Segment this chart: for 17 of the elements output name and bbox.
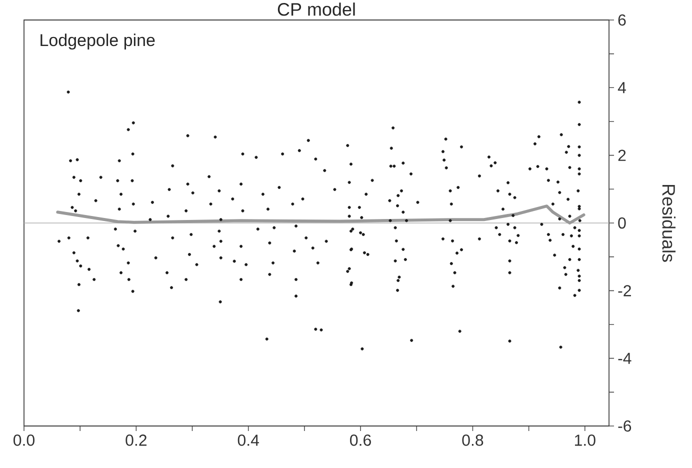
- x-tick-label: 1.0: [574, 434, 596, 446]
- x-tick-label: 0.0: [14, 434, 34, 446]
- y-tick-label: 4: [618, 82, 626, 94]
- line-series: [56, 204, 586, 224]
- y-tick-label: -4: [618, 352, 632, 364]
- y-tick-label: 0: [618, 217, 626, 229]
- y-axis-title: Residuals: [662, 184, 676, 262]
- y-tick-label: 2: [618, 150, 626, 161]
- chart-title: CP model: [278, 2, 355, 16]
- x-tick-label: 0.6: [350, 434, 371, 446]
- x-tick-label: 0.2: [126, 434, 146, 446]
- y-tick-label: -6: [618, 420, 632, 432]
- x-tick-label: 0.8: [462, 434, 484, 446]
- y-tick-label: -2: [618, 285, 631, 296]
- annotation: Lodgepole pine: [40, 34, 155, 50]
- x-tick-label: 0.4: [238, 434, 259, 446]
- y-tick-label: 6: [618, 14, 626, 26]
